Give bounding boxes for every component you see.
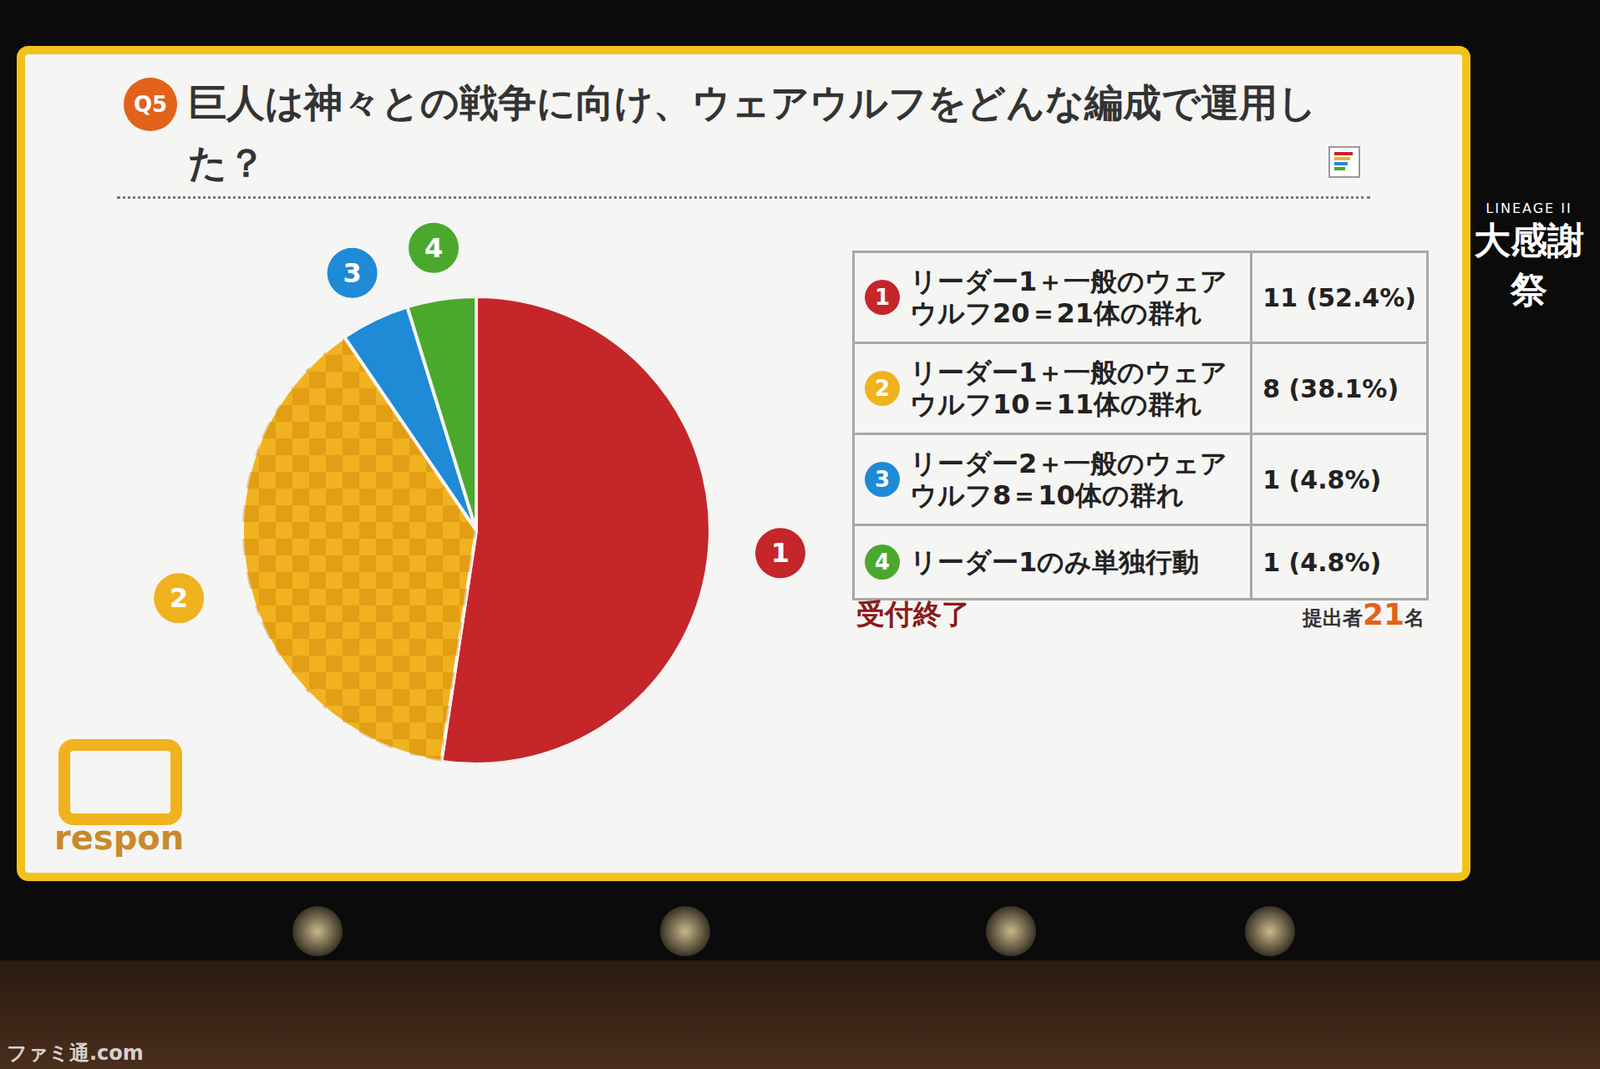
slice-marker	[153, 573, 204, 624]
slice-marker	[755, 528, 806, 579]
legend-row: 2リーダー1＋一般のウェアウルフ10＝11体の群れ8 (38.1%)	[853, 343, 1428, 435]
legend-entry: 4 リーダー1のみ単独行動	[864, 544, 1240, 580]
data-label: 1 (4.8%)	[1251, 525, 1428, 600]
title-rule	[116, 196, 1371, 199]
watermark: ファミ通.com	[6, 1040, 144, 1067]
legend-label: リーダー1＋一般のウェアウルフ20＝21体の群れ	[909, 265, 1240, 330]
respondents-part: 21	[1362, 597, 1405, 632]
title: 巨人は神々との戦争に向け、ウェアウルフをどんな編成で運用した？	[187, 72, 1325, 194]
slices	[242, 296, 711, 765]
stage-light	[292, 906, 343, 957]
legend-label: リーダー1＋一般のウェアウルフ10＝11体の群れ	[909, 356, 1240, 421]
data-label: 11 (52.4%)	[1251, 252, 1428, 344]
stage-floor	[0, 960, 1600, 1069]
app-logo: respon	[54, 818, 184, 858]
stage-light	[660, 906, 711, 957]
data-label: 8 (38.1%)	[1251, 343, 1428, 435]
slice-marker-label: 3	[342, 257, 361, 290]
page: {"chart_data": {"type": "pie", "question…	[0, 0, 1600, 1069]
legend-marker: 2	[864, 370, 900, 407]
slice-marker	[408, 223, 459, 274]
respondents-part: 名	[1404, 606, 1425, 630]
chart-icon-bar	[1334, 167, 1346, 171]
stage-light	[985, 906, 1037, 957]
slice-marker-label: 2	[169, 582, 188, 615]
legend-marker: 1	[864, 279, 900, 315]
app-logo-mark	[58, 739, 183, 826]
legend-cell: 2リーダー1＋一般のウェアウルフ10＝11体の群れ	[853, 343, 1252, 435]
event-logo-text: LINEAGE II	[1466, 200, 1592, 217]
legend-table: 1リーダー1＋一般のウェアウルフ20＝21体の群れ11 (52.4%)2リーダー…	[852, 250, 1429, 601]
legend-cell: 4 リーダー1のみ単独行動	[853, 525, 1252, 600]
chart-icon-bar	[1334, 162, 1348, 166]
chart-icon	[1328, 146, 1361, 178]
data-label: 1 (4.8%)	[1251, 434, 1428, 526]
screen: Q5巨人は神々との戦争に向け、ウェアウルフをどんな編成で運用した？12341リー…	[16, 45, 1471, 882]
respondents: 提出者21名	[1302, 597, 1425, 632]
question-badge: Q5	[123, 77, 178, 132]
chart-icon-bar	[1334, 152, 1353, 156]
legend-cell: 1リーダー1＋一般のウェアウルフ20＝21体の群れ	[853, 252, 1252, 344]
pie-slice	[441, 296, 711, 765]
legend-row: 1リーダー1＋一般のウェアウルフ20＝21体の群れ11 (52.4%)	[853, 252, 1428, 344]
slice-marker-label: 1	[771, 537, 790, 569]
stage-light	[1244, 906, 1296, 957]
legend-entry: 3リーダー2＋一般のウェアウルフ8＝10体の群れ	[864, 447, 1240, 512]
event-logo-text: 大感謝祭	[1466, 216, 1592, 315]
legend-entry: 2リーダー1＋一般のウェアウルフ10＝11体の群れ	[864, 356, 1240, 421]
legend-cell: 3リーダー2＋一般のウェアウルフ8＝10体の群れ	[853, 434, 1252, 526]
legend-row: 3リーダー2＋一般のウェアウルフ8＝10体の群れ1 (4.8%)	[853, 434, 1428, 526]
legend-entry: 1リーダー1＋一般のウェアウルフ20＝21体の群れ	[864, 265, 1240, 330]
legend-marker: 4	[864, 544, 900, 580]
slice-marker-label: 4	[424, 232, 443, 265]
status: 受付終了	[856, 595, 971, 635]
respondents-part: 提出者	[1302, 606, 1363, 630]
legend-label: リーダー1のみ単独行動	[909, 546, 1199, 579]
chart-icon-bar	[1334, 157, 1351, 161]
event-logo: LINEAGE II大感謝祭	[1466, 200, 1592, 315]
pie-slice	[406, 296, 477, 531]
legend-label: リーダー2＋一般のウェアウルフ8＝10体の群れ	[909, 447, 1240, 512]
legend-row: 4 リーダー1のみ単独行動 1 (4.8%)	[853, 525, 1428, 600]
legend-marker: 3	[864, 462, 900, 498]
slice-marker	[327, 248, 378, 299]
